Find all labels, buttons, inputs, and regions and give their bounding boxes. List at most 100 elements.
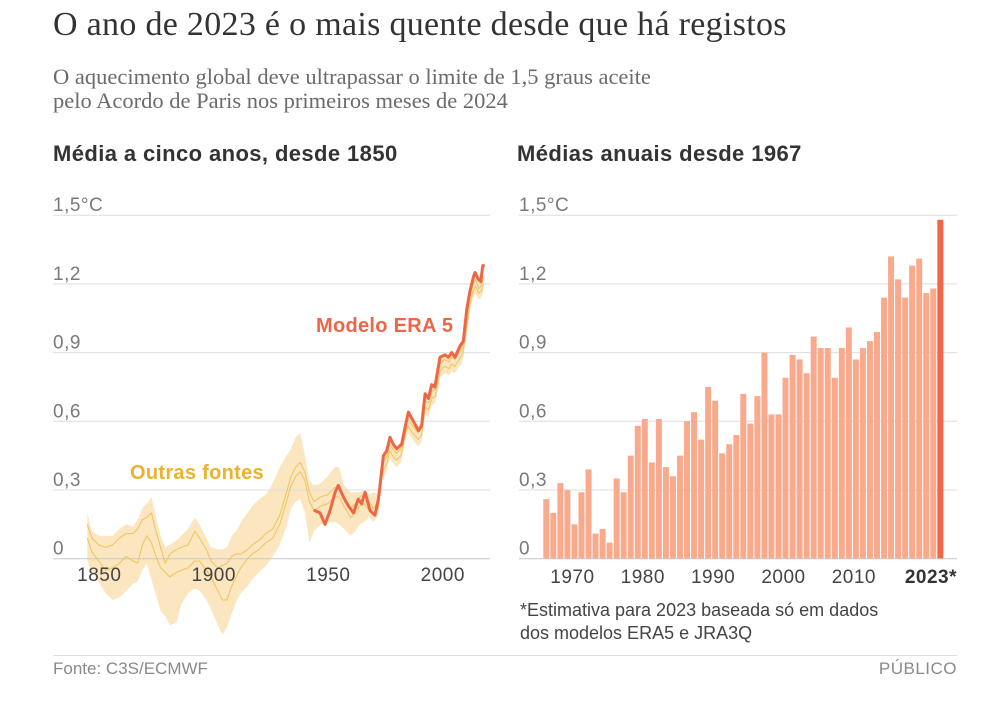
uncertainty-band [87,270,484,635]
bar [578,492,585,559]
y-tick-label: 0 [519,539,530,560]
bar [740,393,747,559]
bar [627,455,634,559]
bar [754,396,761,559]
bar [705,386,712,559]
x-tick-label: 1970 [550,567,594,588]
y-tick-label: 1,5°C [53,195,103,216]
uncertainty-band-layer [87,270,484,635]
bar [726,444,733,559]
annual-average-bar-chart: 0 0,3 0,6 0,9 1,2 1,5°C 1970 1980 1990 2000 2010 20… [519,195,957,588]
subtitle: O aquecimento global deve ultrapassar o … [53,65,651,113]
y-tick-label: 0,6 [53,401,81,422]
legend-label-outras-fontes: Outras fontes [130,462,264,484]
x-tick-label: 1900 [192,565,236,586]
bar [691,412,698,559]
bar [888,256,895,559]
bar [803,373,810,559]
bar [845,327,852,559]
bar [824,348,831,559]
bar [719,453,726,559]
bar [817,348,824,559]
bar [747,423,754,559]
footnote-line: *Estimativa para 2023 baseada só em dado… [520,600,879,620]
bar [838,348,845,559]
left-gridlines [53,214,490,560]
page-title: O ano de 2023 é o mais quente desde que … [53,6,787,43]
y-tick-label: 0,9 [53,333,81,354]
bar [831,377,838,559]
bar [733,435,740,559]
legend-label-era5: Modelo ERA 5 [316,315,453,337]
footer-divider [53,655,957,656]
subtitle-line: O aquecimento global deve ultrapassar o … [53,64,651,89]
source-credit: Fonte: C3S/ECMWF [53,659,208,678]
bar [543,499,550,559]
bar [930,288,937,559]
bar [557,483,564,559]
y-tick-label: 0,3 [53,470,81,491]
x-tick-label: 1850 [77,565,121,586]
bar [634,425,641,559]
bar [866,341,873,559]
y-tick-label: 1,2 [519,264,547,285]
left-series-lines [86,264,485,601]
bar [852,359,859,559]
bar [768,414,775,559]
bar [881,297,888,559]
bar [592,533,599,559]
bar [923,293,930,559]
bar [620,492,627,559]
bar [599,528,606,559]
bar [571,524,578,559]
bar [684,421,691,559]
x-tick-label: 2000 [421,565,465,586]
publisher-logo-text: PÚBLICO [878,659,957,678]
y-tick-label: 0,9 [519,333,547,354]
bar [782,377,789,559]
bar [662,467,669,559]
estimate-footnote: *Estimativa para 2023 baseada só em dado… [520,599,878,646]
y-tick-label: 1,5°C [519,195,569,216]
era5-line [313,264,485,526]
bar [902,297,909,559]
x-tick-label: 1990 [691,567,735,588]
five-year-chart-title: Média a cinco anos, desde 1850 [53,141,398,166]
bar [550,512,557,559]
right-axis-labels: 0 0,3 0,6 0,9 1,2 1,5°C 1970 1980 1990 2000 2010 20… [519,195,957,588]
bar [641,419,648,559]
bar [796,359,803,559]
x-tick-label: 2000 [761,567,805,588]
bar [873,331,880,559]
x-tick-label-highlight: 2023* [905,567,957,588]
subtitle-line: pelo Acordo de Paris nos primeiros meses… [53,88,508,113]
bar [810,336,817,559]
bar [606,542,613,559]
bar [564,490,571,559]
bar [789,354,796,559]
five-year-average-line-chart: 0 0,3 0,6 0,9 1,2 1,5°C 1850 1900 1950 2000 Outra… [53,195,490,635]
bar [613,478,620,559]
y-tick-label: 0 [53,539,64,560]
bar [761,352,768,559]
bar [655,419,662,559]
bar [916,258,923,559]
footnote-line: dos modelos ERA5 e JRA3Q [520,623,753,644]
x-tick-label: 1980 [621,567,665,588]
y-tick-label: 0,6 [519,401,547,422]
x-tick-label: 1950 [306,565,350,586]
bar [712,400,719,559]
bar [775,414,782,559]
annual-chart-title: Médias anuais desde 1967 [517,141,802,166]
bar [895,279,902,559]
left-axis-labels: 0 0,3 0,6 0,9 1,2 1,5°C 1850 1900 1950 2000 [53,195,465,586]
right-bars [543,219,944,559]
bar [698,439,705,559]
bar [859,348,866,559]
bar-highlight [937,219,944,559]
y-tick-label: 0,3 [519,470,547,491]
y-tick-label: 1,2 [53,264,81,285]
bar [585,469,592,559]
